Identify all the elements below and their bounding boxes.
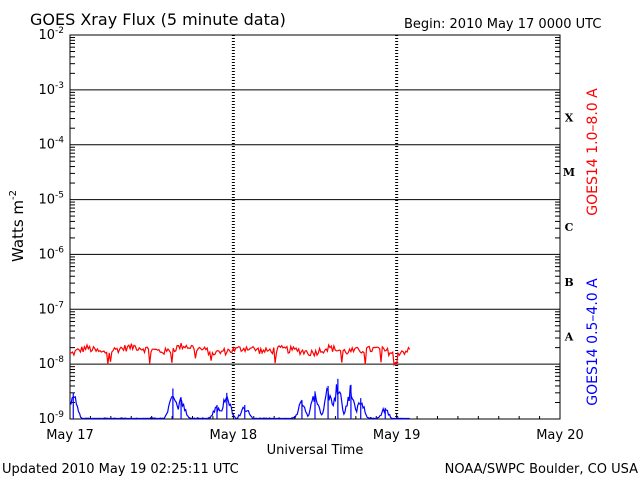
flare-class-label: C: [565, 221, 574, 234]
y-tick-base: 10: [38, 247, 55, 262]
x-tick-label: May 20: [536, 428, 584, 443]
y-tick-exponent: -3: [55, 81, 64, 91]
flare-class-labels: X M C B A: [563, 111, 575, 343]
y-tick-base: 10: [38, 83, 55, 98]
ylabel-superscript: -2: [8, 190, 19, 200]
y-tick-label: 10-8: [38, 355, 64, 372]
series-layer: [69, 343, 411, 420]
legend-blue-label: GOES14 0.5–4.0 A: [585, 278, 601, 406]
y-tick-base: 10: [38, 357, 55, 372]
series-red-line: [69, 343, 411, 367]
y-tick-label: 10-9: [38, 410, 64, 427]
x-tick-label: May 17: [46, 428, 94, 443]
y-tick-exponent: -6: [55, 245, 64, 255]
legend-blue: GOES14 0.5–4.0 A: [585, 278, 601, 406]
y-axis-ticks: 10-210-310-410-510-610-710-810-9: [38, 26, 560, 427]
y-tick-label: 10-7: [38, 300, 64, 317]
y-tick-base: 10: [38, 138, 55, 153]
y-tick-exponent: -8: [55, 355, 64, 365]
x-tick-label: May 18: [210, 428, 258, 443]
x-axis-title: Universal Time: [267, 443, 364, 458]
flare-class-label: M: [563, 166, 575, 179]
y-tick-exponent: -4: [55, 136, 64, 146]
y-tick-exponent: -5: [55, 191, 64, 201]
y-tick-label: 10-4: [38, 136, 64, 153]
y-tick-exponent: -7: [55, 300, 64, 310]
y-tick-exponent: -9: [55, 410, 64, 420]
flare-class-label: A: [564, 331, 574, 344]
updated-timestamp: Updated 2010 May 19 02:25:11 UTC: [2, 462, 239, 477]
begin-label: Begin: 2010 May 17 0000 UTC: [404, 17, 601, 32]
y-tick-base: 10: [38, 28, 55, 43]
y-tick-exponent: -2: [55, 26, 64, 36]
ylabel: Watts m: [9, 200, 27, 262]
y-tick-base: 10: [38, 193, 55, 208]
y-tick-label: 10-3: [38, 81, 64, 98]
y-tick-base: 10: [38, 412, 55, 427]
chart-title: GOES Xray Flux (5 minute data): [30, 10, 286, 29]
y-axis-title: Watts m-2: [8, 190, 27, 262]
x-tick-label: May 19: [373, 428, 421, 443]
svg-text:Watts m-2: Watts m-2: [8, 190, 27, 262]
legend-red-label: GOES14 1.0–8.0 A: [585, 88, 601, 216]
series-blue-line: [69, 384, 410, 420]
y-tick-base: 10: [38, 302, 55, 317]
y-tick-label: 10-2: [38, 26, 64, 43]
flare-class-label: X: [565, 111, 574, 124]
credit-label: NOAA/SWPC Boulder, CO USA: [445, 462, 638, 477]
plot-frame: [69, 34, 561, 420]
y-tick-label: 10-6: [38, 245, 64, 262]
y-tick-label: 10-5: [38, 191, 64, 208]
flare-class-label: B: [564, 276, 573, 289]
grid: [70, 35, 560, 419]
legend-red: GOES14 1.0–8.0 A: [585, 88, 601, 216]
